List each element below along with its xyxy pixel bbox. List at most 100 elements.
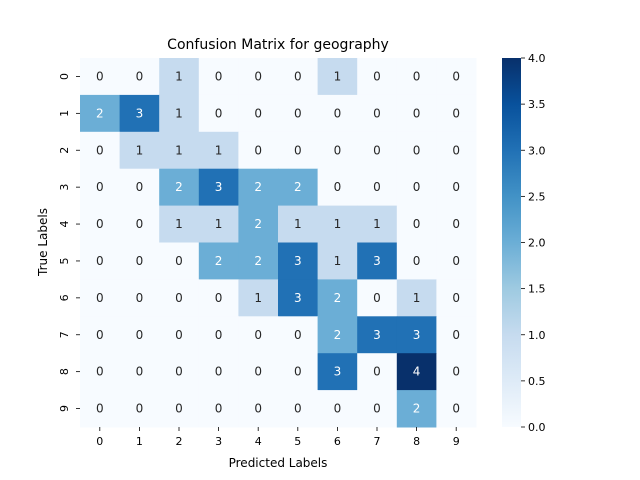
heatmap-cell: [159, 316, 200, 354]
y-axis-ticks: 0 1 2 3 4 5 6 7 8 9: [58, 73, 80, 412]
colorbar-tick-label: 4.0: [528, 52, 546, 65]
cell-value-label: 0: [334, 143, 342, 157]
heatmap-cell: [119, 353, 160, 391]
cell-value-label: 0: [215, 291, 223, 305]
cell-value-label: 0: [294, 328, 302, 342]
heatmap-cell: [396, 279, 437, 317]
cell-value-label: 0: [215, 402, 223, 416]
cell-value-label: 0: [373, 143, 381, 157]
cell-value-label: 2: [294, 180, 302, 194]
heatmap-cell: [119, 58, 160, 96]
x-tick-label: 2: [176, 435, 183, 448]
colorbar-tick-label: 2.0: [528, 237, 546, 250]
y-tick-label: 4: [58, 221, 71, 228]
heatmap-cell: [436, 168, 477, 207]
cell-value-label: 2: [96, 106, 104, 120]
heatmap-cell: [80, 94, 121, 133]
colorbar-tick-label: 3.0: [528, 144, 546, 157]
heatmap-cell: [317, 242, 358, 280]
cell-value-label: 0: [175, 365, 183, 379]
heatmap-cell: [396, 316, 437, 354]
heatmap-cell: [396, 205, 437, 243]
heatmap-cell: [159, 353, 200, 391]
cell-value-label: 0: [452, 69, 460, 83]
cell-value-label: 1: [215, 217, 223, 231]
heatmap-cell: [198, 131, 239, 170]
cell-value-label: 0: [215, 328, 223, 342]
cell-value-label: 0: [413, 180, 421, 194]
heatmap-cell: [317, 205, 358, 243]
cell-value-label: 0: [452, 217, 460, 231]
x-tick-label: 3: [215, 435, 222, 448]
cell-value-label: 0: [136, 328, 144, 342]
cell-value-label: 0: [373, 180, 381, 194]
heatmap-cell: [80, 168, 121, 207]
heatmap-cell: [159, 168, 200, 207]
heatmap-cell: [436, 205, 477, 243]
heatmap-cell: [357, 316, 398, 354]
heatmap-cell: [238, 390, 279, 428]
cell-value-label: 3: [294, 254, 302, 268]
cell-value-label: 0: [136, 254, 144, 268]
heatmap-cell: [198, 390, 239, 428]
x-tick-label: 0: [96, 435, 103, 448]
heatmap-cell: [317, 131, 358, 170]
cell-value-label: 2: [334, 328, 342, 342]
cell-value-label: 0: [136, 217, 144, 231]
cell-value-label: 0: [452, 180, 460, 194]
y-axis-label: True Labels: [36, 208, 50, 277]
heatmap-cell: [119, 242, 160, 280]
x-axis-label: Predicted Labels: [229, 456, 328, 470]
heatmap-cell: [436, 390, 477, 428]
heatmap-cell: [317, 168, 358, 207]
heatmap-cell: [357, 353, 398, 391]
heatmap-cell: [278, 168, 319, 207]
cell-value-label: 0: [452, 402, 460, 416]
x-tick-label: 7: [374, 435, 381, 448]
cell-value-label: 0: [413, 106, 421, 120]
cell-value-label: 1: [254, 291, 262, 305]
heatmap-cell: [80, 205, 121, 243]
heatmap-cell: [238, 353, 279, 391]
cell-value-label: 0: [452, 143, 460, 157]
cell-value-label: 1: [136, 143, 144, 157]
heatmap-cell: [80, 131, 121, 170]
cell-value-label: 1: [215, 143, 223, 157]
heatmap-cell: [278, 316, 319, 354]
x-axis-ticks: 0 1 2 3 4 5 6 7 8 9: [96, 427, 460, 448]
cell-value-label: 0: [136, 69, 144, 83]
heatmap-cell: [396, 353, 437, 391]
cell-value-label: 3: [294, 291, 302, 305]
cell-value-label: 0: [334, 180, 342, 194]
heatmap-cell: [159, 279, 200, 317]
heatmap-cell: [436, 131, 477, 170]
heatmap-cell: [357, 94, 398, 133]
cell-value-label: 0: [373, 106, 381, 120]
heatmap-cell: [198, 353, 239, 391]
heatmap-cell: [357, 390, 398, 428]
heatmap-cell: [396, 58, 437, 96]
heatmap-cell: [119, 279, 160, 317]
cell-value-label: 3: [373, 328, 381, 342]
cell-value-label: 0: [136, 291, 144, 305]
heatmap-cell: [80, 58, 121, 96]
cell-value-label: 0: [175, 402, 183, 416]
cell-value-label: 0: [254, 143, 262, 157]
cell-value-label: 0: [452, 106, 460, 120]
y-tick-label: 5: [58, 257, 71, 264]
cell-value-label: 3: [334, 365, 342, 379]
heatmap-cell: [119, 316, 160, 354]
heatmap-cell: [357, 58, 398, 96]
cell-value-label: 2: [334, 291, 342, 305]
cell-value-label: 3: [413, 328, 421, 342]
heatmap-cell: [317, 353, 358, 391]
cell-value-label: 1: [175, 106, 183, 120]
cell-value-label: 0: [294, 365, 302, 379]
y-tick-label: 9: [58, 405, 71, 412]
cell-value-label: 2: [215, 254, 223, 268]
heatmap-cell: [238, 205, 279, 243]
cell-value-label: 0: [413, 217, 421, 231]
cell-value-label: 0: [294, 143, 302, 157]
cell-value-label: 3: [373, 254, 381, 268]
cell-value-label: 0: [96, 291, 104, 305]
